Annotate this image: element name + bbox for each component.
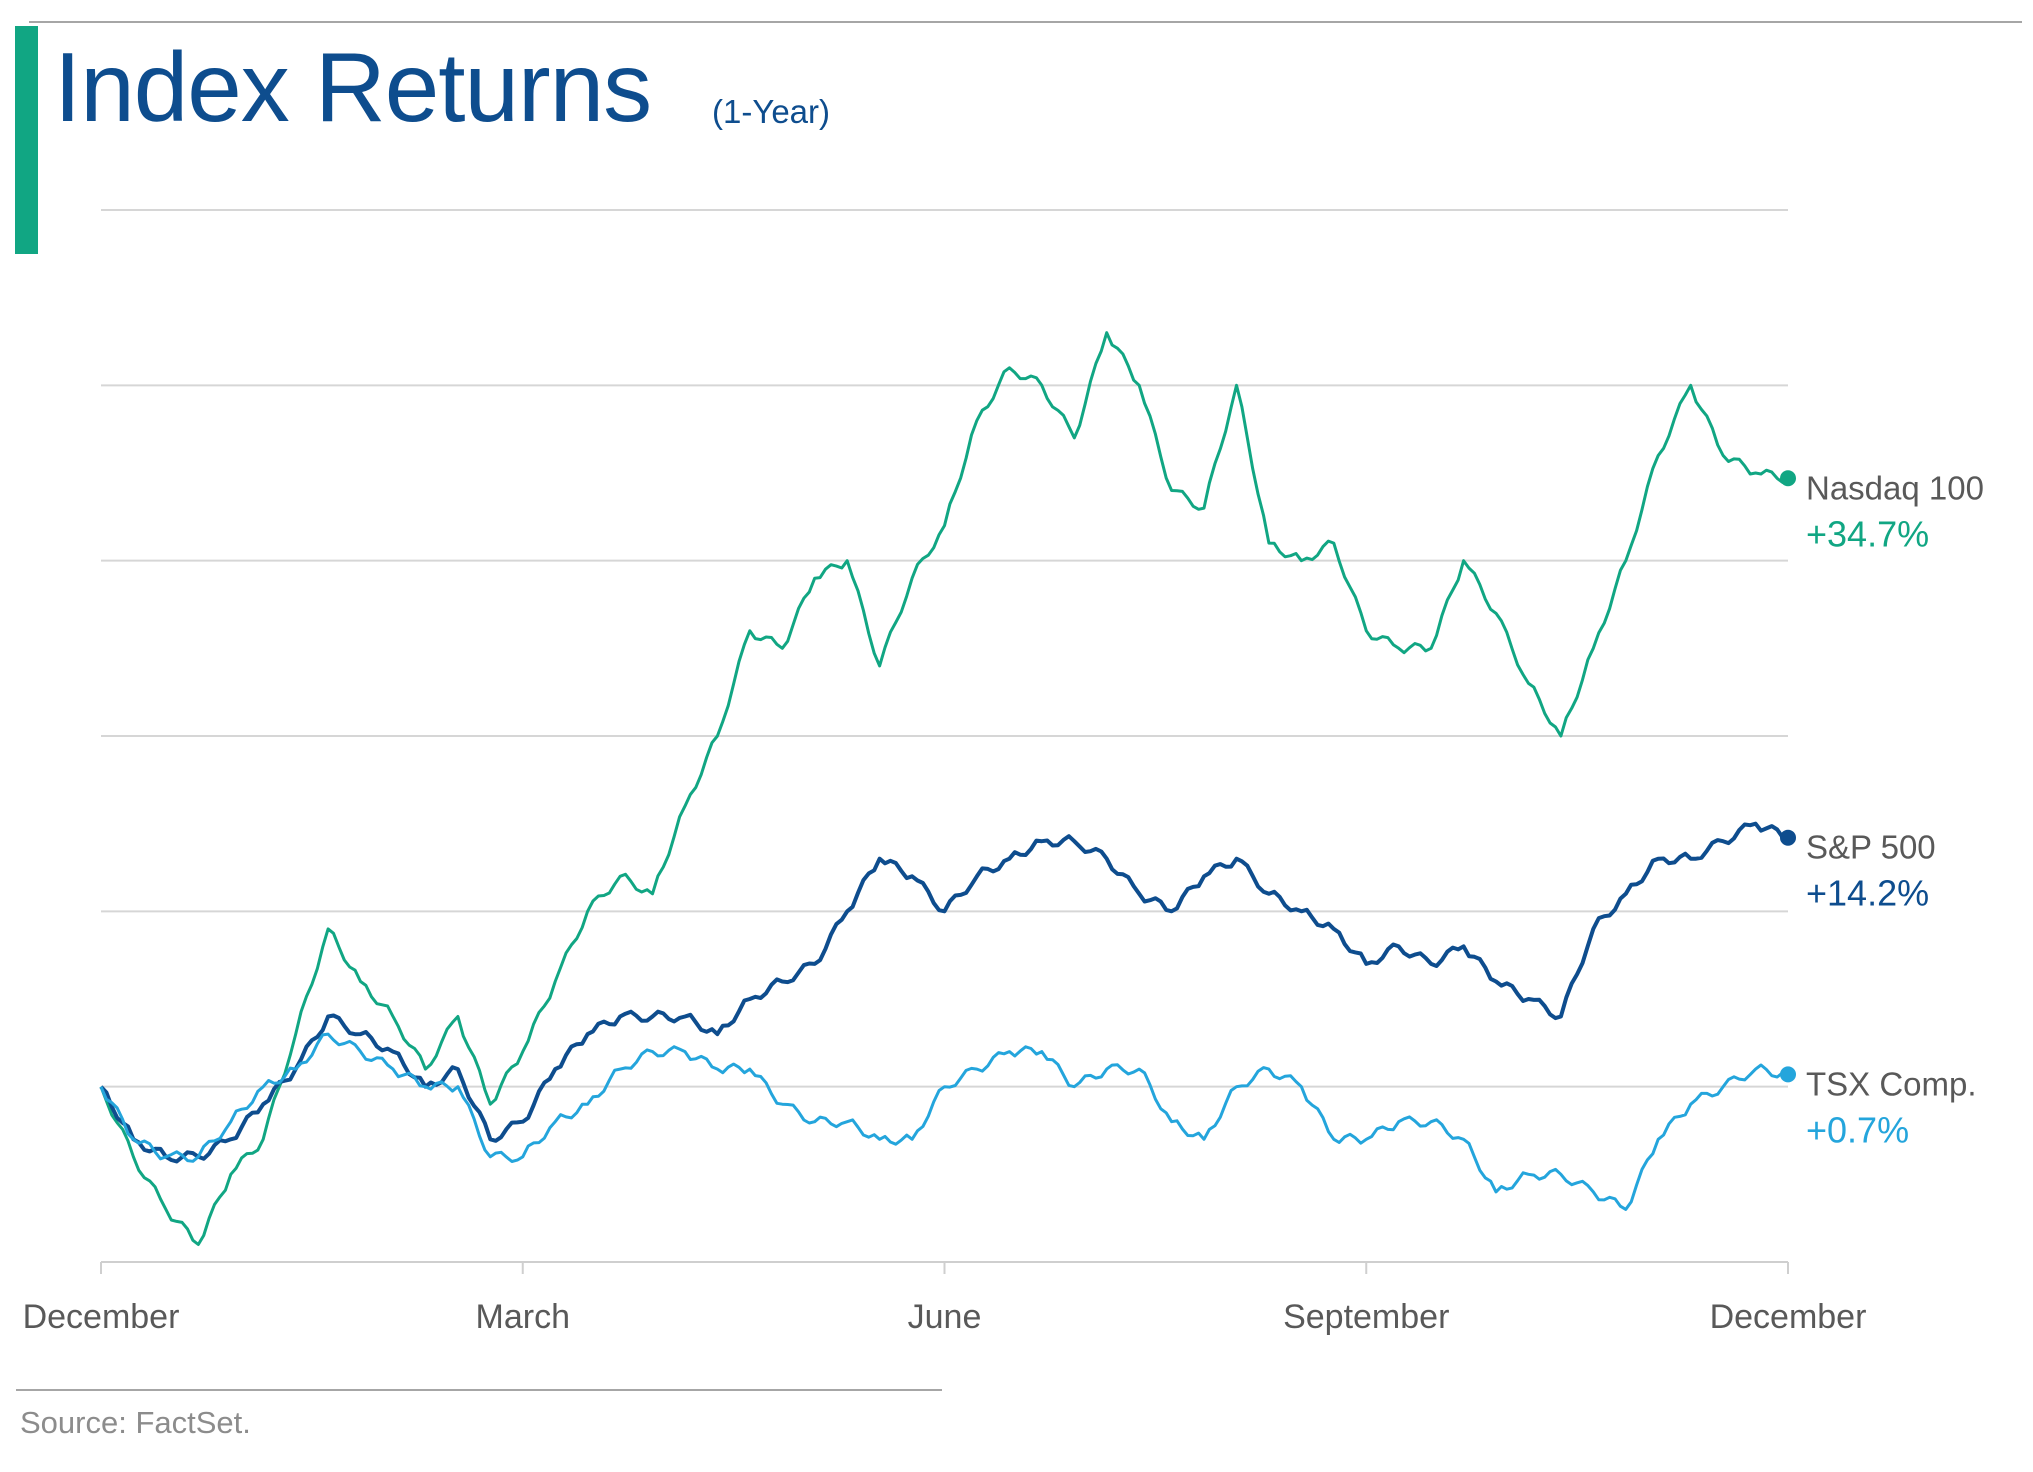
x-tick-label: September [1283,1298,1449,1336]
series-end-dot-nasdaq-100 [1780,470,1796,487]
x-tick-label: June [908,1298,982,1336]
x-tick-label: March [476,1298,570,1336]
series-name-label-tsx-comp: TSX Comp. [1806,1065,1977,1102]
chart-title: Index Returns [54,32,652,142]
source-note: Source: FactSet. [20,1405,251,1440]
chart-subtitle: (1-Year) [712,93,830,130]
series-value-label-tsx-comp: +0.7% [1806,1109,1909,1150]
x-tick-label: December [23,1298,180,1336]
x-tick-label: December [1710,1298,1867,1336]
series-line-nasdaq-100 [99,331,1789,1246]
series-end-dot-s-p-500 [1780,829,1796,846]
title-accent-bar [15,26,38,254]
series-line-s-p-500 [99,821,1789,1164]
series-end-dot-tsx-comp [1780,1066,1796,1083]
series-line-tsx-comp [99,1032,1789,1211]
series-name-label-nasdaq-100: Nasdaq 100 [1806,469,1984,506]
source-rule [16,1389,942,1391]
series-value-label-nasdaq-100: +34.7% [1806,513,1929,554]
series-value-label-s-p-500: +14.2% [1806,873,1929,914]
top-rule [29,21,2022,23]
series-name-label-s-p-500: S&P 500 [1806,829,1936,866]
